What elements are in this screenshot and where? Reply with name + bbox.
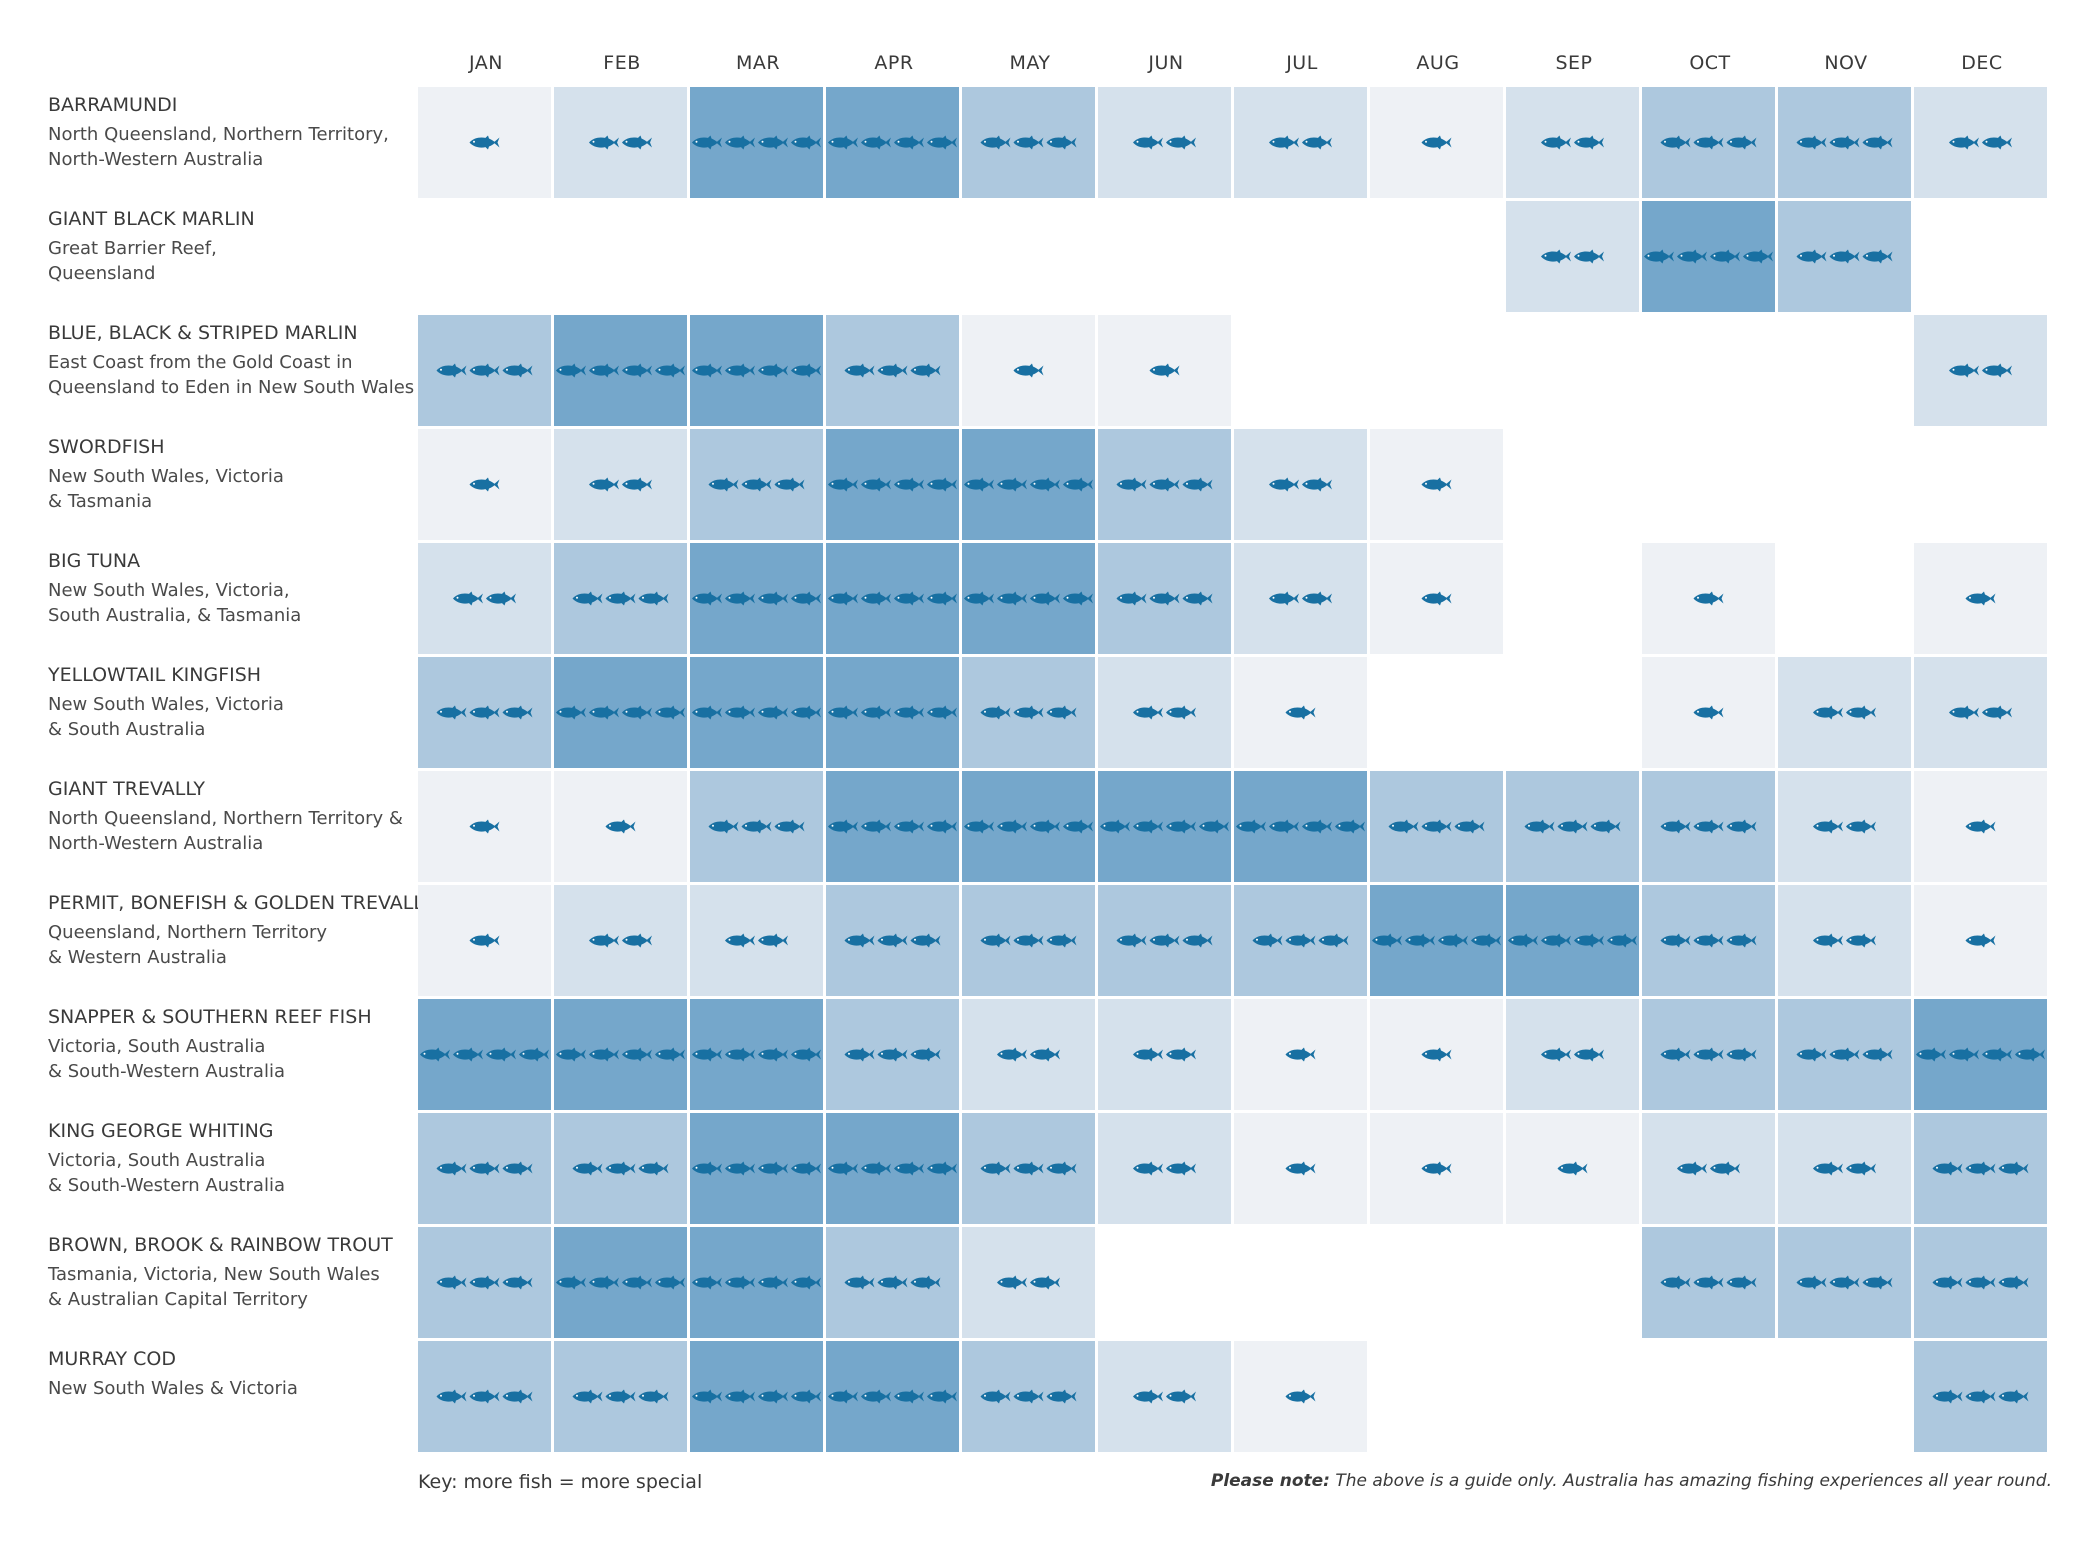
species-region: New South Wales, Victoria <box>48 466 284 487</box>
cell-yellowtail-kingfish-nov <box>1778 657 1911 768</box>
footnote-text: The above is a guide only. Australia has… <box>1335 1471 2052 1491</box>
cell-giant-trevally-nov <box>1778 771 1911 882</box>
cell-king-george-whiting-oct <box>1642 1113 1775 1224</box>
species-region: & Western Australia <box>48 947 227 968</box>
month-label-sep: SEP <box>1555 52 1592 74</box>
cell-big-tuna-jan <box>418 543 551 654</box>
legend-key: Key: more fish = more special <box>418 1471 702 1493</box>
month-label-jun: JUN <box>1147 52 1183 74</box>
species-name: BROWN, BROOK & RAINBOW TROUT <box>48 1234 393 1256</box>
species-name: BARRAMUNDI <box>48 94 177 116</box>
month-label-oct: OCT <box>1689 52 1730 74</box>
month-header: JAN FEB MAR APR MAY JUN JUL AUG SEP OCT NOV DEC <box>468 52 2002 74</box>
cell-snapper-southern-reef-fish-may <box>962 999 1095 1110</box>
cell-swordfish-feb <box>554 429 687 540</box>
cell-barramundi-feb <box>554 87 687 198</box>
species-region: Queensland <box>48 263 155 284</box>
cell-yellowtail-kingfish-dec <box>1914 657 2047 768</box>
month-label-dec: DEC <box>1961 52 2002 74</box>
footnote-label: Please note: <box>1211 1471 1330 1491</box>
species-name: MURRAY COD <box>48 1348 176 1370</box>
cell-snapper-southern-reef-fish-sep <box>1506 999 1639 1110</box>
species-name: KING GEORGE WHITING <box>48 1120 274 1142</box>
species-region: Victoria, South Australia <box>48 1150 265 1171</box>
cell-big-tuna-jul <box>1234 543 1367 654</box>
cell-permit-bonefish-golden-trevally-mar <box>690 885 823 996</box>
cell-permit-bonefish-golden-trevally-feb <box>554 885 687 996</box>
species-region: New South Wales, Victoria <box>48 694 284 715</box>
cell-permit-bonefish-golden-trevally-nov <box>1778 885 1911 996</box>
species-region: North-Western Australia <box>48 833 263 854</box>
month-label-feb: FEB <box>603 52 640 74</box>
species-region: Tasmania, Victoria, New South Wales <box>47 1264 380 1285</box>
species-region: New South Wales, Victoria, <box>48 580 290 601</box>
species-name: GIANT BLACK MARLIN <box>48 208 255 230</box>
species-name: BIG TUNA <box>48 550 140 572</box>
cell-brown-brook-rainbow-trout-may <box>962 1227 1095 1338</box>
species-region: & South Australia <box>48 719 205 740</box>
species-name: SNAPPER & SOUTHERN REEF FISH <box>48 1006 372 1028</box>
month-label-may: MAY <box>1009 52 1050 74</box>
species-region: North Queensland, Northern Territory & <box>48 808 403 829</box>
cell-barramundi-dec <box>1914 87 2047 198</box>
cell-king-george-whiting-jun <box>1098 1113 1231 1224</box>
species-region: Queensland to Eden in New South Wales <box>48 377 414 398</box>
month-label-jan: JAN <box>468 52 503 74</box>
cell-blue-black-striped-marlin-dec <box>1914 315 2047 426</box>
month-label-apr: APR <box>874 52 913 74</box>
species-region: East Coast from the Gold Coast in <box>48 352 353 373</box>
cell-barramundi-sep <box>1506 87 1639 198</box>
species-region: North Queensland, Northern Territory, <box>48 124 389 145</box>
cell-swordfish-jul <box>1234 429 1367 540</box>
species-region: New South Wales & Victoria <box>48 1378 298 1399</box>
species-region: North-Western Australia <box>48 149 263 170</box>
species-region: South Australia, & Tasmania <box>48 605 301 626</box>
species-name: YELLOWTAIL KINGFISH <box>47 664 261 686</box>
species-region: Victoria, South Australia <box>48 1036 265 1057</box>
species-region: Queensland, Northern Territory <box>48 922 327 943</box>
heatmap-cells <box>418 87 2047 1452</box>
species-region: & Australian Capital Territory <box>48 1289 308 1310</box>
species-name: BLUE, BLACK & STRIPED MARLIN <box>48 322 358 344</box>
species-name: PERMIT, BONEFISH & GOLDEN TREVALLY <box>48 892 433 914</box>
footnote: Please note: The above is a guide only. … <box>1211 1471 2052 1491</box>
species-region: & South-Western Australia <box>48 1175 285 1196</box>
species-region: & Tasmania <box>48 491 152 512</box>
cell-barramundi-jun <box>1098 87 1231 198</box>
cell-barramundi-jul <box>1234 87 1367 198</box>
cell-king-george-whiting-nov <box>1778 1113 1911 1224</box>
cell-murray-cod-jun <box>1098 1341 1231 1452</box>
month-label-mar: MAR <box>736 52 780 74</box>
month-label-nov: NOV <box>1824 52 1867 74</box>
species-name: GIANT TREVALLY <box>48 778 205 800</box>
cell-yellowtail-kingfish-jun <box>1098 657 1231 768</box>
species-region: Great Barrier Reef, <box>48 238 217 259</box>
species-name: SWORDFISH <box>48 436 165 458</box>
cell-giant-black-marlin-sep <box>1506 201 1639 312</box>
species-region: & South-Western Australia <box>48 1061 285 1082</box>
cell-snapper-southern-reef-fish-jun <box>1098 999 1231 1110</box>
month-label-jul: JUL <box>1285 52 1318 74</box>
month-label-aug: AUG <box>1416 52 1459 74</box>
species-labels: BARRAMUNDI North Queensland, Northern Ter… <box>47 94 433 1399</box>
